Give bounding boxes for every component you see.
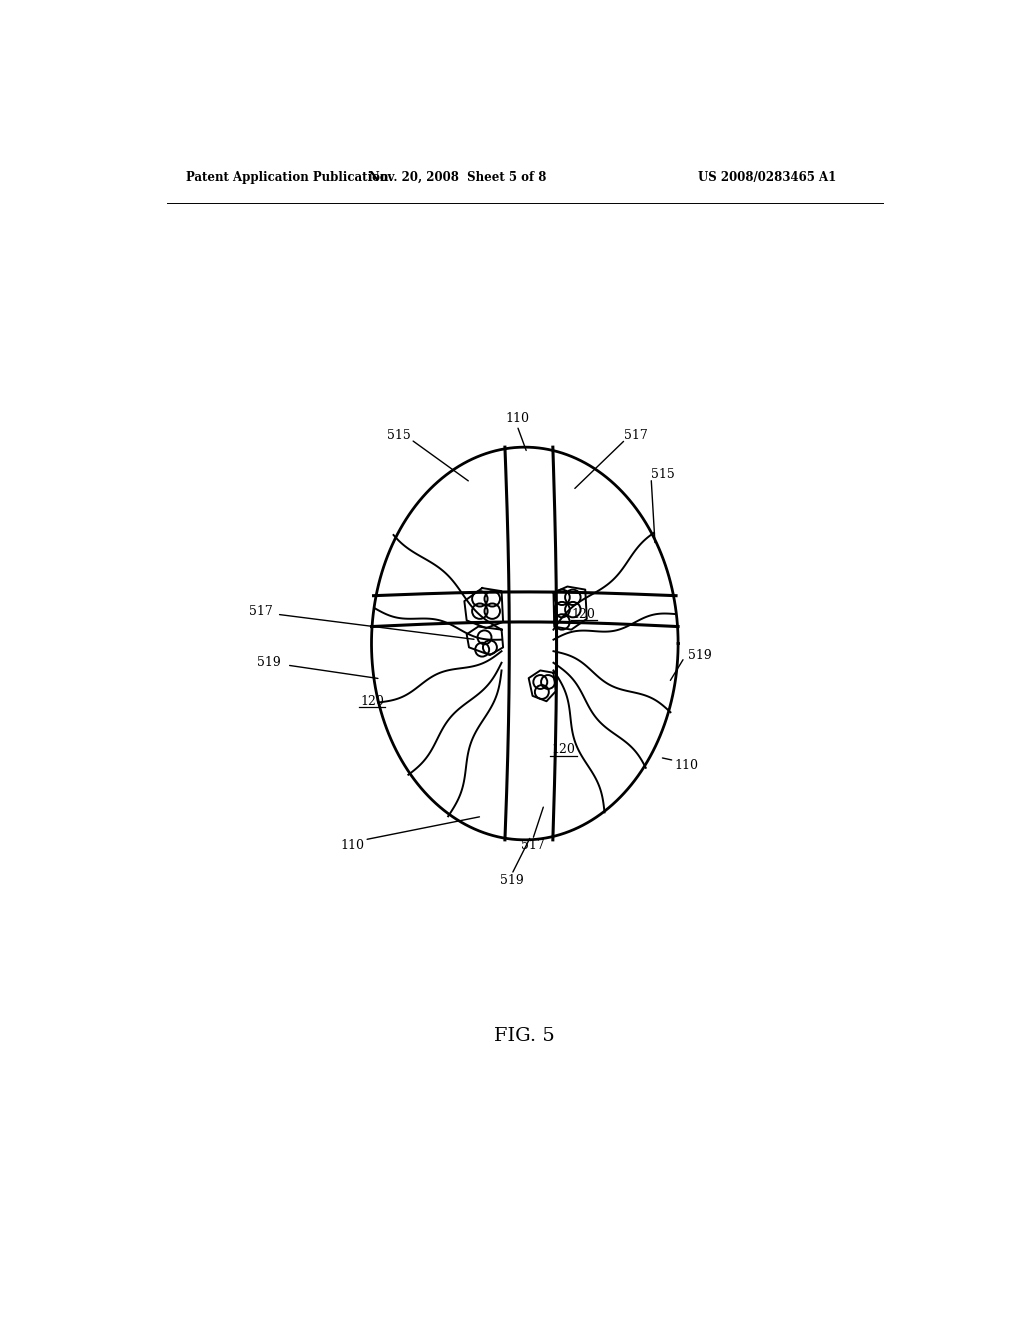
Text: 519: 519 xyxy=(257,656,281,669)
Text: 120: 120 xyxy=(360,694,384,708)
Text: 519: 519 xyxy=(688,648,712,661)
Text: 517: 517 xyxy=(520,838,545,851)
Text: 517: 517 xyxy=(624,429,647,442)
Text: 515: 515 xyxy=(651,467,675,480)
Text: 110: 110 xyxy=(505,412,529,425)
Text: Nov. 20, 2008  Sheet 5 of 8: Nov. 20, 2008 Sheet 5 of 8 xyxy=(369,172,546,185)
Text: Patent Application Publication: Patent Application Publication xyxy=(186,172,389,185)
Text: 120: 120 xyxy=(552,743,575,756)
Text: 120: 120 xyxy=(571,607,596,620)
Text: 519: 519 xyxy=(500,874,523,887)
Text: 110: 110 xyxy=(341,838,365,851)
Text: US 2008/0283465 A1: US 2008/0283465 A1 xyxy=(697,172,836,185)
Text: 517: 517 xyxy=(250,605,273,618)
Text: FIG. 5: FIG. 5 xyxy=(495,1027,555,1045)
Text: 110: 110 xyxy=(674,759,698,772)
Text: 515: 515 xyxy=(387,429,411,442)
